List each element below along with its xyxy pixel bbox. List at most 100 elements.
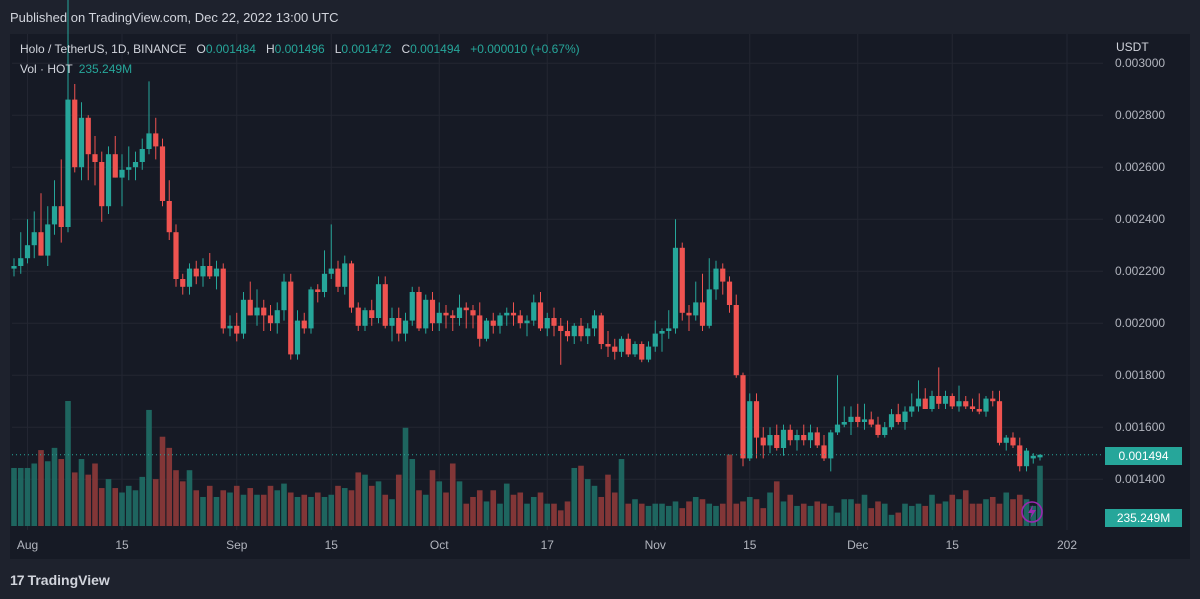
price-axis-label: 0.002400 <box>1115 212 1165 226</box>
time-axis: Aug 15 Sep 15 Oct 17 Nov 15 Dec 15 202 <box>17 538 1078 552</box>
candle-body <box>159 146 166 201</box>
close-label: C <box>401 42 411 56</box>
volume-bar <box>807 505 814 526</box>
volume-bar <box>294 496 301 526</box>
lightning-icon[interactable] <box>1018 500 1046 524</box>
volume-bar <box>254 494 260 526</box>
volume-bar <box>976 503 983 526</box>
volume-bar <box>753 499 760 526</box>
tradingview-logo[interactable]: 17 TradingView <box>10 572 110 588</box>
candle-body <box>315 289 321 292</box>
candle-body <box>679 247 685 313</box>
low-value: 0.001472 <box>341 42 392 56</box>
candle-body <box>801 435 807 441</box>
candle-body <box>470 310 476 316</box>
candle-body <box>888 414 895 428</box>
candle-body <box>780 429 787 448</box>
candle-body <box>132 162 139 168</box>
volume-bar <box>895 512 902 526</box>
volume-bar <box>692 496 699 526</box>
volume-bar <box>173 470 179 526</box>
candle-body <box>38 232 44 256</box>
candle-body <box>902 411 908 422</box>
candle-body <box>146 133 152 149</box>
candle-body <box>963 401 969 407</box>
candle-body <box>139 149 145 162</box>
volume-bar <box>679 508 686 526</box>
candle-body <box>996 401 1003 443</box>
volume-bar <box>321 496 328 526</box>
volume-bar <box>429 470 436 526</box>
high-value: 0.001496 <box>274 42 325 56</box>
volume-bar <box>152 479 159 526</box>
candle-body <box>571 325 577 337</box>
volume-bar <box>179 481 186 526</box>
candle-body <box>551 318 557 326</box>
volume-bar <box>146 409 152 526</box>
candle-body <box>45 224 51 256</box>
volume-bar <box>1030 505 1037 526</box>
volume-bar <box>395 474 402 526</box>
volume-bar <box>92 463 98 526</box>
candle-body <box>186 268 193 287</box>
symbol-label[interactable]: Holo / TetherUS, 1D, BINANCE <box>20 42 187 56</box>
volume-bar <box>956 499 962 526</box>
volume-bar <box>544 503 551 526</box>
candle-body <box>396 318 402 334</box>
candle-body <box>558 325 564 331</box>
volume-bar <box>490 490 497 526</box>
candle-body <box>328 268 334 274</box>
volume-bar <box>247 488 254 526</box>
candle-body <box>362 310 368 326</box>
volume-bar <box>564 501 571 526</box>
candle-body <box>713 268 719 290</box>
volume-bar <box>868 508 875 526</box>
candle-body <box>585 328 591 337</box>
candle-body <box>868 419 874 425</box>
volume-tag: 235.249M <box>1105 509 1182 527</box>
volume-bar <box>240 494 247 526</box>
candle-body <box>814 432 820 446</box>
chart-frame[interactable] <box>10 34 1190 559</box>
volume-bar <box>794 505 800 526</box>
candle-body <box>686 312 692 316</box>
time-axis-label: 15 <box>115 538 129 552</box>
candle-body <box>153 133 159 147</box>
candle-body <box>85 117 91 155</box>
candle-body <box>18 258 24 266</box>
volume-bar <box>58 459 65 526</box>
candle-body <box>720 268 726 282</box>
volume-bar <box>112 488 119 526</box>
candle-body <box>612 346 618 352</box>
volume-bar <box>841 499 848 526</box>
candle-body <box>929 396 935 409</box>
candle-body <box>355 307 361 326</box>
candle-body <box>915 398 922 407</box>
volume-bar <box>834 512 841 526</box>
candle-body <box>699 302 706 326</box>
volume-bar <box>85 474 92 526</box>
candle-body <box>308 289 314 329</box>
candle-body <box>990 398 996 402</box>
volume-bar <box>132 490 139 526</box>
candle-body <box>463 307 469 311</box>
price-axis-label: 0.002000 <box>1115 316 1165 330</box>
candle-body <box>443 312 449 316</box>
candle-body <box>774 435 780 448</box>
volume-bar <box>888 514 895 526</box>
candle-body <box>828 432 834 459</box>
candle-body <box>618 338 625 352</box>
candle-body <box>58 206 64 227</box>
volume-bar <box>591 485 598 526</box>
candle-body <box>429 299 436 324</box>
volume-bar <box>740 501 746 526</box>
currency-label[interactable]: USDT <box>1116 40 1149 54</box>
volume-bar <box>65 401 71 526</box>
volume-bar <box>193 490 200 526</box>
volume-label[interactable]: Vol · HOT <box>20 62 73 76</box>
candle-body <box>335 268 341 287</box>
volume-bar <box>233 485 240 526</box>
volume-bar <box>510 494 517 526</box>
candle-body <box>632 344 638 355</box>
